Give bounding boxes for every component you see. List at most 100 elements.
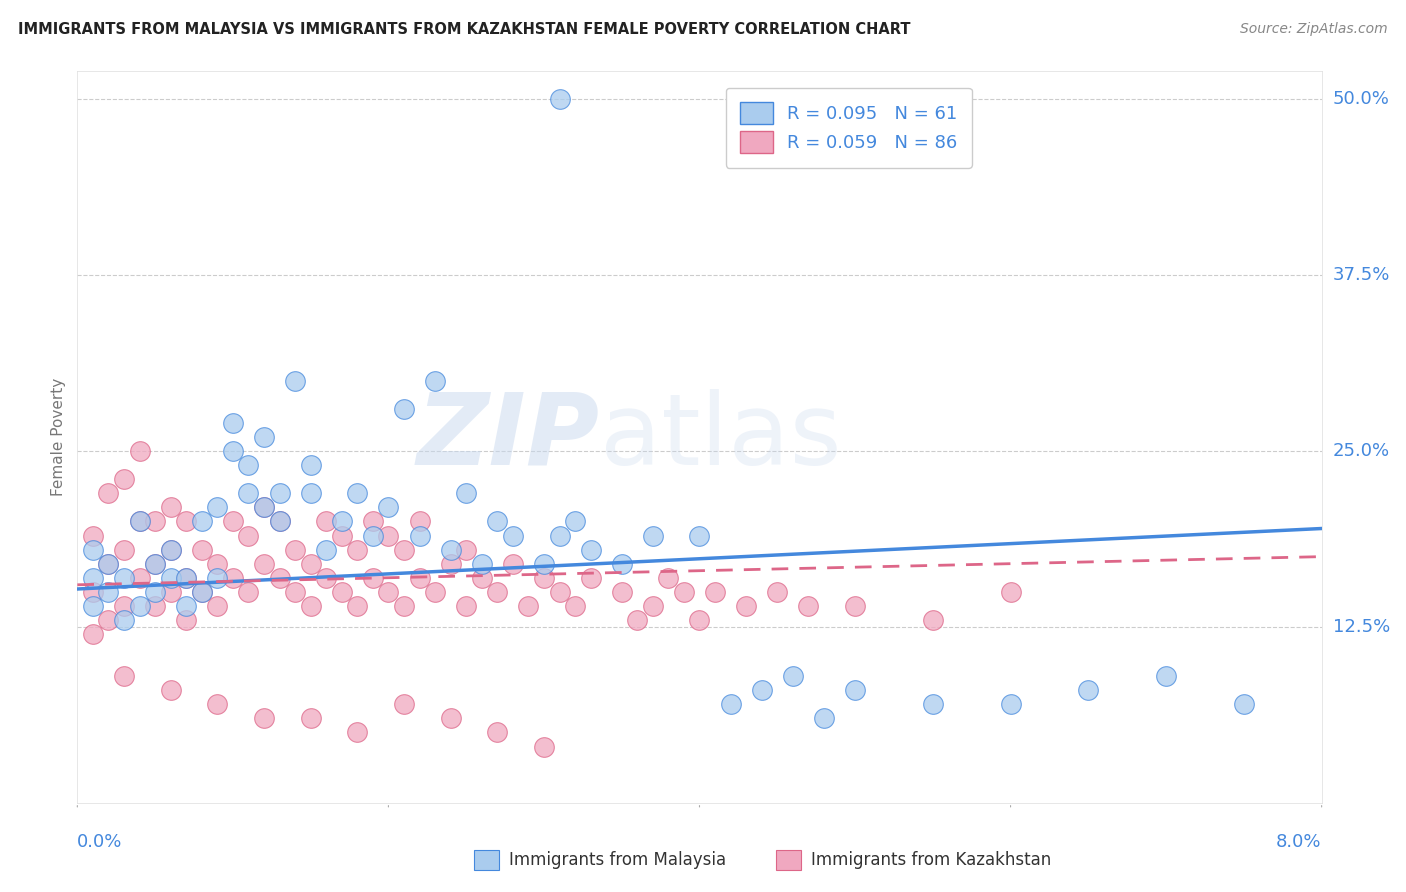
Point: [392, 401, 415, 416]
Point: [299, 557, 322, 571]
Point: [112, 571, 135, 585]
Point: [330, 528, 353, 542]
Point: [112, 542, 135, 557]
Point: [423, 374, 446, 388]
Point: [782, 669, 804, 683]
Point: [440, 711, 463, 725]
Point: [191, 515, 214, 529]
Point: [174, 599, 197, 613]
Point: [284, 542, 307, 557]
Point: [284, 584, 307, 599]
Point: [174, 613, 197, 627]
Point: [689, 613, 711, 627]
Point: [315, 515, 337, 529]
Point: [207, 698, 229, 712]
Point: [361, 571, 384, 585]
Point: [720, 698, 742, 712]
Point: [766, 584, 789, 599]
Point: [112, 599, 135, 613]
Point: [361, 528, 384, 542]
Point: [159, 542, 181, 557]
Point: [1000, 698, 1022, 712]
Text: atlas: atlas: [600, 389, 842, 485]
Point: [299, 711, 322, 725]
Point: [579, 542, 602, 557]
Point: [207, 557, 229, 571]
Point: [486, 725, 509, 739]
Point: [844, 599, 866, 613]
Point: [284, 374, 307, 388]
Point: [330, 515, 353, 529]
Point: [330, 584, 353, 599]
Point: [143, 599, 166, 613]
Point: [456, 599, 478, 613]
Point: [97, 557, 120, 571]
Point: [844, 683, 866, 698]
Point: [238, 584, 260, 599]
Point: [548, 584, 571, 599]
Point: [377, 584, 399, 599]
Point: [269, 515, 291, 529]
Point: [82, 542, 104, 557]
Point: [471, 571, 494, 585]
Point: [191, 584, 214, 599]
Point: [159, 571, 181, 585]
Point: [112, 669, 135, 683]
Text: 25.0%: 25.0%: [1333, 442, 1391, 460]
Point: [143, 515, 166, 529]
Point: [533, 557, 555, 571]
Point: [471, 557, 494, 571]
Point: [97, 613, 120, 627]
Point: [82, 584, 104, 599]
Point: [361, 515, 384, 529]
Point: [533, 739, 555, 754]
Point: [502, 528, 524, 542]
Point: [392, 698, 415, 712]
Point: [1154, 669, 1177, 683]
Text: ZIP: ZIP: [418, 389, 600, 485]
Point: [579, 571, 602, 585]
Point: [423, 584, 446, 599]
Point: [159, 683, 181, 698]
Point: [704, 584, 727, 599]
Point: [299, 486, 322, 500]
Point: [222, 416, 245, 430]
Text: 12.5%: 12.5%: [1333, 618, 1391, 636]
Point: [315, 542, 337, 557]
Point: [143, 584, 166, 599]
Text: 37.5%: 37.5%: [1333, 267, 1391, 285]
Point: [174, 515, 197, 529]
Point: [564, 599, 586, 613]
Point: [440, 557, 463, 571]
Point: [253, 557, 276, 571]
Point: [346, 599, 368, 613]
Point: [253, 711, 276, 725]
Point: [253, 500, 276, 515]
Point: [1233, 698, 1256, 712]
Point: [502, 557, 524, 571]
Point: [377, 500, 399, 515]
Point: [97, 584, 120, 599]
Point: [1000, 584, 1022, 599]
Point: [269, 571, 291, 585]
Point: [486, 584, 509, 599]
Point: [456, 542, 478, 557]
Point: [657, 571, 679, 585]
Point: [128, 571, 150, 585]
Point: [456, 486, 478, 500]
Point: [797, 599, 820, 613]
Point: [82, 528, 104, 542]
Y-axis label: Female Poverty: Female Poverty: [51, 378, 66, 496]
Point: [191, 542, 214, 557]
Point: [238, 486, 260, 500]
Text: 0.0%: 0.0%: [77, 833, 122, 851]
Point: [269, 515, 291, 529]
Point: [112, 613, 135, 627]
Point: [735, 599, 758, 613]
Text: 8.0%: 8.0%: [1277, 833, 1322, 851]
Point: [315, 571, 337, 585]
Point: [486, 515, 509, 529]
Point: [1077, 683, 1099, 698]
Point: [97, 557, 120, 571]
Point: [222, 571, 245, 585]
